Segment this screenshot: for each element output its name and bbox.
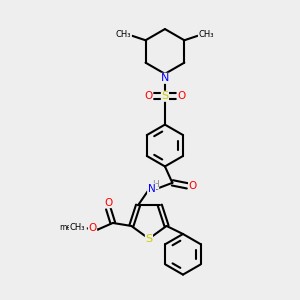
Text: N: N (161, 73, 169, 83)
Text: O: O (88, 223, 97, 233)
Text: H: H (152, 180, 159, 189)
Text: CH₃: CH₃ (69, 223, 85, 232)
Text: S: S (146, 234, 152, 244)
Text: N: N (148, 184, 155, 194)
Text: O: O (189, 181, 197, 191)
Text: methyl: methyl (60, 223, 86, 232)
Text: CH₃: CH₃ (198, 30, 214, 39)
Text: O: O (177, 91, 185, 101)
Text: S: S (161, 91, 169, 101)
Text: O: O (104, 198, 112, 208)
Text: CH₃: CH₃ (116, 30, 131, 39)
Text: O: O (144, 91, 153, 101)
